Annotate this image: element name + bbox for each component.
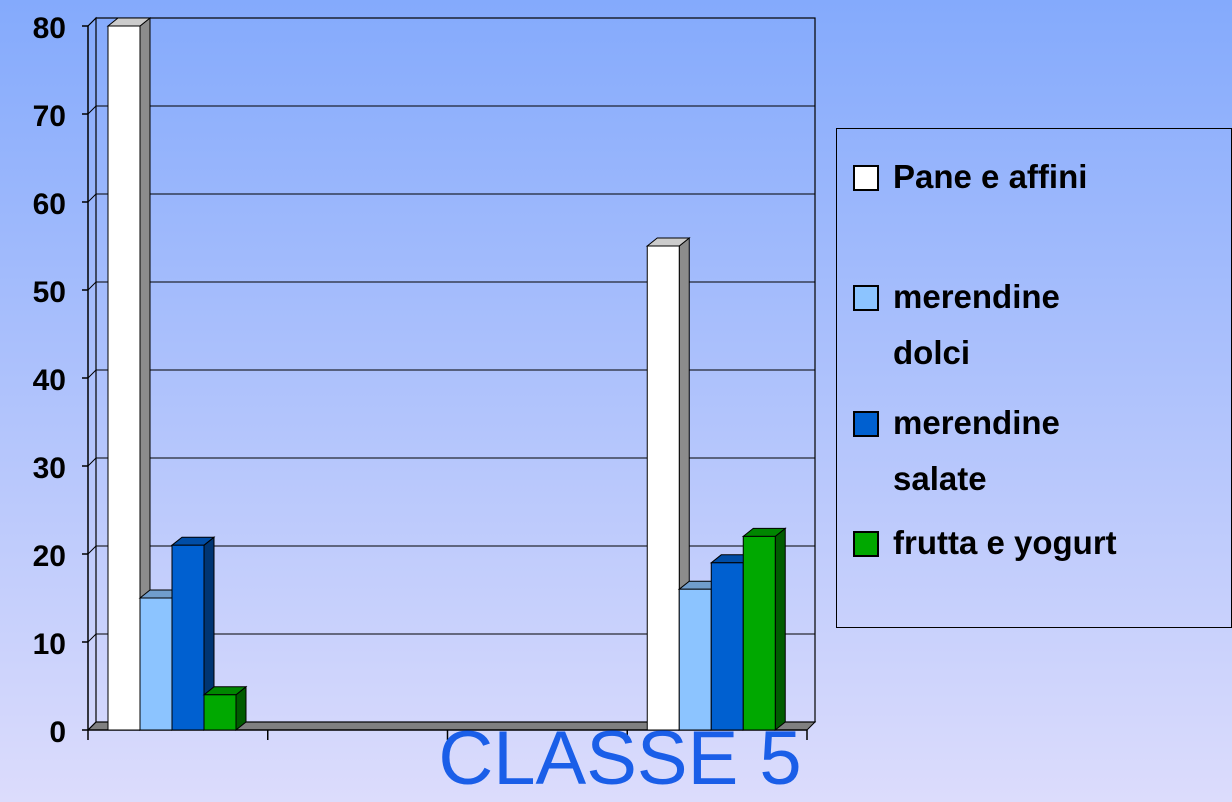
y-tick-label: 20: [33, 540, 66, 573]
y-tick-label: 40: [33, 364, 66, 397]
legend-swatch: [853, 411, 879, 437]
legend-swatch: [853, 285, 879, 311]
grid-line: [87, 369, 97, 379]
legend-swatch: [853, 165, 879, 191]
bar: [203, 694, 237, 731]
y-tick-label: 50: [33, 276, 66, 309]
grid-line: [87, 17, 97, 27]
y-tick-label: 0: [49, 716, 66, 749]
y-tick-label: 60: [33, 188, 66, 221]
bar: [710, 562, 744, 731]
grid-line: [87, 721, 97, 731]
bar: [678, 588, 712, 731]
grid-line: [87, 457, 97, 467]
legend-label: Pane e affini: [893, 158, 1088, 195]
grid-line: [87, 545, 97, 555]
legend: Pane e affini merendine dolci merendine sa…: [836, 128, 1232, 628]
grid-line: [87, 105, 97, 115]
legend-label: frutta e yogurt: [893, 524, 1117, 561]
legend-swatch: [853, 531, 879, 557]
y-tick-label: 10: [33, 628, 66, 661]
bar-side: [774, 527, 786, 732]
bar: [171, 544, 205, 731]
legend-label: merendine salate: [893, 404, 1060, 497]
y-tick-label: 70: [33, 100, 66, 133]
legend-label: merendine dolci: [893, 278, 1060, 371]
y-tick-label: 30: [33, 452, 66, 485]
bar: [742, 535, 776, 731]
bar: [139, 597, 173, 731]
y-tick-label: 80: [33, 12, 66, 45]
chart-title: CLASSE 5: [438, 716, 801, 801]
grid-line: [87, 281, 97, 291]
grid-line: [87, 193, 97, 203]
bar: [107, 25, 141, 731]
bar: [646, 245, 680, 731]
grid-line: [87, 633, 97, 643]
